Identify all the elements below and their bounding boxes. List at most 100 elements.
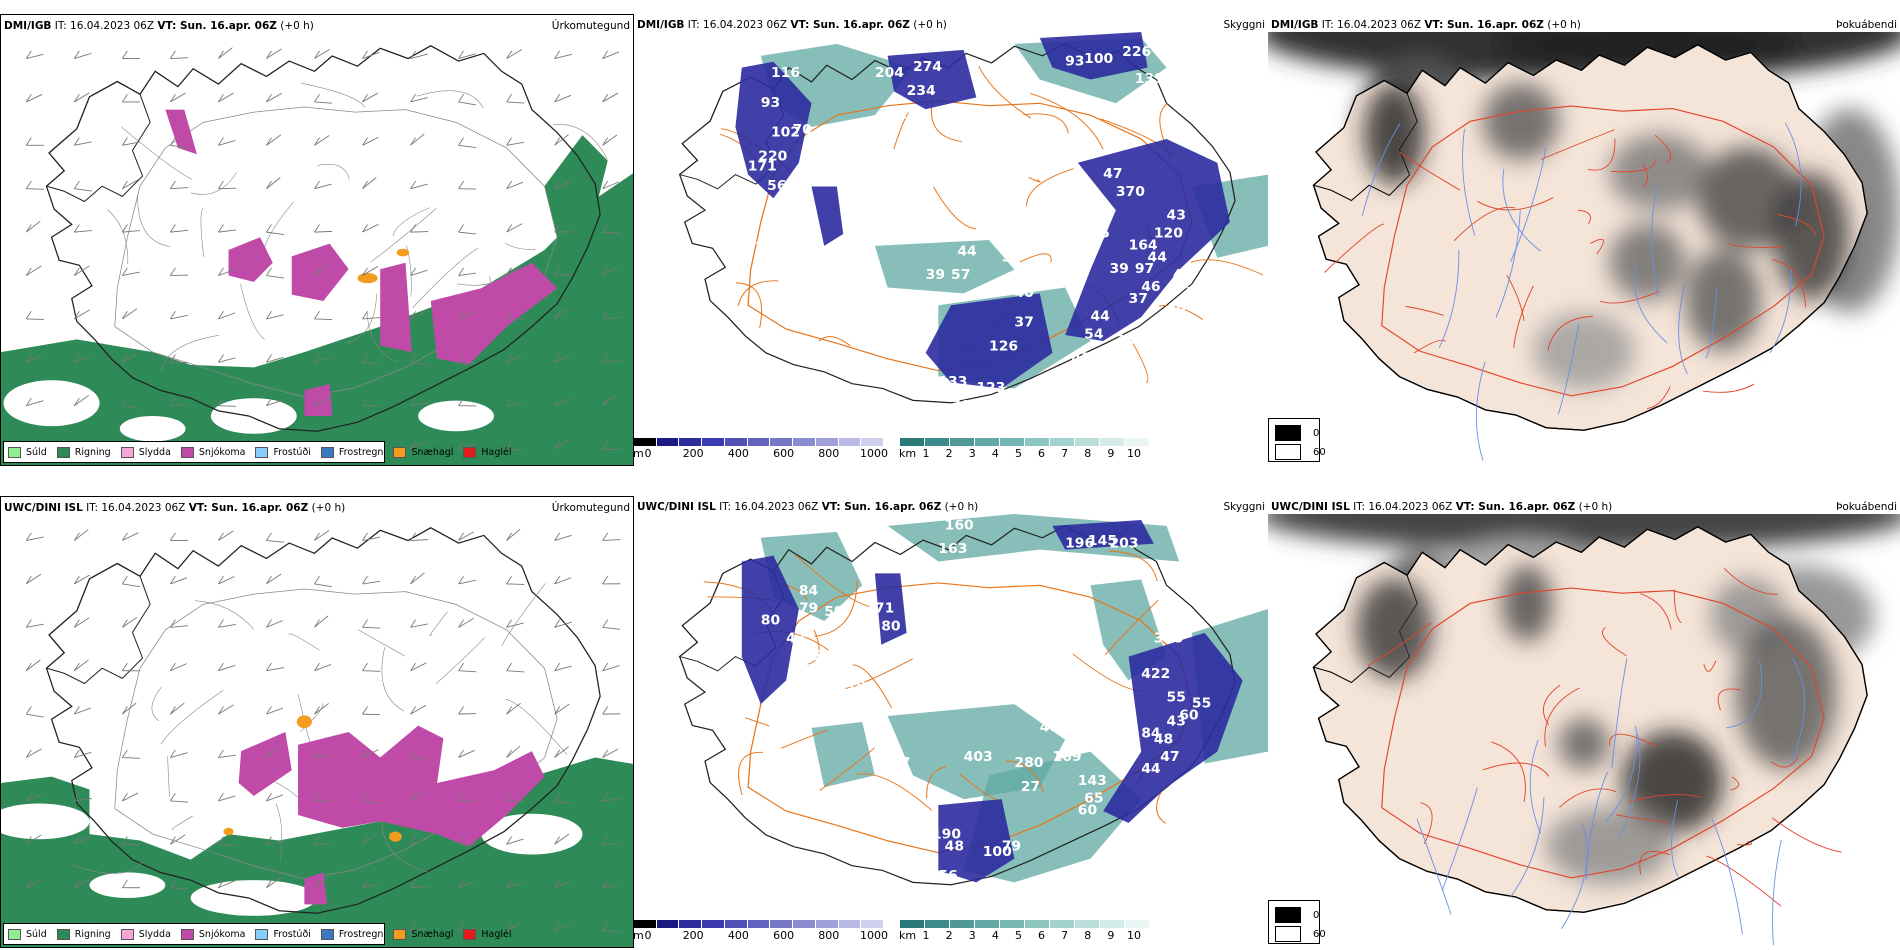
visibility-value: 120	[1154, 226, 1183, 241]
model-name: DMI/IGB	[1271, 19, 1319, 31]
wind-barb-flag	[602, 311, 609, 320]
fog-index-panel: DMI/IGB IT: 16.04.2023 06Z VT: Sun. 16.a…	[1268, 14, 1900, 466]
wind-barb-flag	[314, 619, 320, 628]
wind-barb-flag	[266, 879, 272, 888]
road-segment	[107, 209, 129, 265]
colorbar-unit: m	[634, 447, 644, 460]
wind-barb	[602, 798, 621, 802]
wind-barb-flag	[25, 180, 32, 189]
wind-barb-flag	[73, 836, 80, 845]
wind-barb-flag	[314, 311, 320, 320]
legend-label: Snjókoma	[198, 928, 246, 940]
road-segment	[370, 208, 437, 262]
wind-barb-flag	[121, 180, 128, 189]
wind-barb	[362, 626, 381, 629]
fog-index-map[interactable]	[1268, 32, 1900, 466]
colorbar-tick: 4	[991, 447, 999, 460]
wind-barb-flag	[362, 662, 368, 671]
visibility-m-colorbar: m 0 200 400 600 800 1000	[634, 438, 888, 462]
wind-barb	[458, 272, 477, 276]
fog-index-map[interactable]	[1268, 514, 1900, 948]
wind-barb	[410, 539, 429, 541]
model-name: DMI/IGB	[4, 20, 52, 32]
wind-barb	[410, 269, 428, 276]
precip-type-map[interactable]	[1, 515, 633, 948]
precip-type-panel: DMI/IGB IT: 16.04.2023 06Z VT: Sun. 16.a…	[0, 14, 634, 466]
wind-barb	[218, 704, 234, 715]
legend-label: Súld	[26, 446, 47, 458]
panel-title: Úrkomutegund	[551, 502, 630, 514]
river	[1557, 324, 1580, 415]
vt-label: VT:	[157, 20, 180, 32]
legend-swatch	[120, 446, 134, 458]
legend-item: Slydda	[120, 928, 171, 940]
wind-barb	[506, 181, 524, 190]
road-network	[1324, 105, 1825, 409]
road-segment	[1006, 760, 1044, 793]
legend-label: Slydda	[138, 928, 171, 940]
legend-swatch	[255, 446, 269, 458]
visibility-value: 43	[786, 631, 805, 646]
road-segment	[429, 611, 448, 636]
legend-swatch	[56, 928, 70, 940]
wind-barb	[74, 230, 92, 233]
legend-swatch	[180, 928, 194, 940]
colorbar-tick: 9	[1107, 447, 1115, 460]
snow-region	[430, 262, 558, 365]
wind-barb	[410, 183, 428, 190]
legend-item: Súld	[8, 928, 47, 940]
wind-barb	[266, 707, 284, 715]
lead-offset: (+0 h)	[311, 502, 346, 514]
wind-barb	[266, 840, 284, 845]
colorbar-segment	[770, 920, 794, 928]
colorbar-tick: 8	[1084, 447, 1092, 460]
colorbar-tick: 5	[1014, 929, 1022, 942]
wind-barb-flag	[314, 397, 320, 406]
colorbar-tick: 10	[1127, 929, 1141, 942]
wind-barb-flag	[314, 137, 320, 146]
wind-barb	[506, 838, 524, 845]
fog-blob	[1697, 146, 1799, 249]
wind-barb-flag	[554, 706, 561, 715]
wind-barb	[554, 534, 572, 541]
precip-type-map[interactable]	[1, 33, 633, 466]
legend-item: Slydda	[120, 446, 171, 458]
visibility-value: 60	[1078, 803, 1097, 818]
road-segment	[416, 90, 484, 109]
wind-barb-flag	[170, 224, 176, 233]
visibility-region-m	[938, 799, 1015, 883]
wind-barb-flag	[314, 532, 320, 541]
visibility-value: 133	[938, 374, 967, 389]
wind-barb	[362, 361, 381, 365]
visibility-value: 126	[989, 339, 1018, 354]
wind-barb	[410, 441, 427, 450]
road-segment	[978, 66, 1032, 119]
river	[1619, 725, 1641, 837]
river	[1416, 818, 1452, 915]
legend-label: Frostregn	[338, 446, 384, 458]
it-label: IT:	[719, 501, 735, 513]
wind-barb-flag	[218, 836, 224, 845]
road-segment	[819, 747, 875, 791]
valid-time: Sun. 16.apr. 06Z	[179, 20, 277, 32]
wind-barb-flag	[506, 180, 513, 189]
road-segment	[1730, 776, 1740, 791]
wind-barb-flag	[554, 576, 561, 585]
dry-gap	[1, 803, 90, 840]
colorbar-segment	[815, 920, 839, 928]
wind-barb	[554, 923, 571, 932]
legend-label: Rigning	[74, 446, 111, 458]
wind-barb-flag	[554, 879, 561, 888]
wind-barb-flag	[170, 180, 176, 189]
wind-barb-flag	[362, 311, 368, 320]
river	[1561, 824, 1588, 930]
wind-barb-flag	[458, 180, 464, 189]
river	[1651, 184, 1660, 297]
wind-barb	[362, 713, 381, 716]
road-segment	[852, 664, 892, 708]
visibility-value: 39	[1167, 303, 1186, 318]
wind-barb	[314, 264, 329, 276]
wind-barb	[218, 92, 234, 103]
